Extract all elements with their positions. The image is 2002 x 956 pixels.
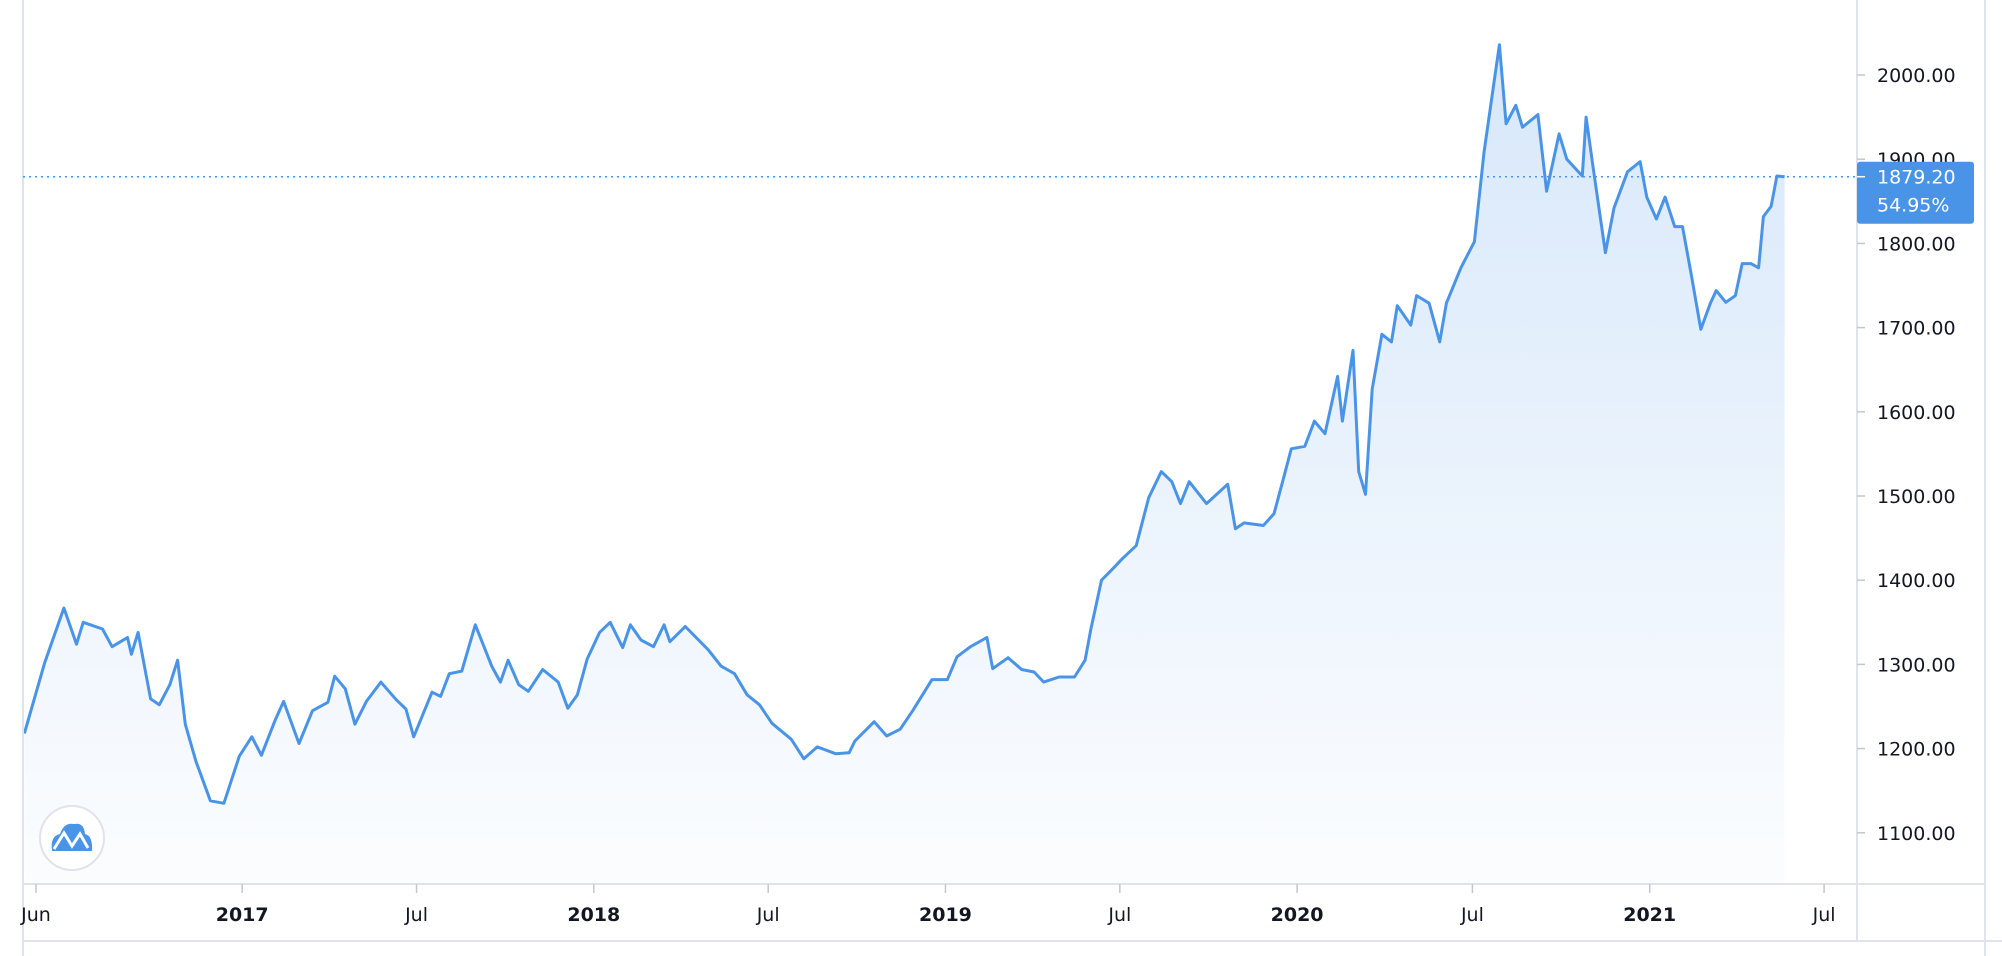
y-tick-label: 1800.00 xyxy=(1877,233,1956,255)
x-tick-label: Jul xyxy=(1107,904,1131,926)
price-axis[interactable]: 1100.00 1200.00 1300.00 1400.00 1500.00 1600.… xyxy=(1857,65,1956,845)
y-tick-label: 1400.00 xyxy=(1877,570,1956,592)
x-tick-label: Jul xyxy=(404,904,428,926)
y-tick-label: 1200.00 xyxy=(1877,739,1956,761)
cloud-chart-logo-icon xyxy=(51,823,93,851)
price-line xyxy=(22,43,1785,805)
y-tick-label: 1600.00 xyxy=(1877,402,1956,424)
x-tick-label: Jul xyxy=(1812,904,1836,926)
y-tick-label: 1100.00 xyxy=(1877,823,1956,845)
x-tick-label: 2019 xyxy=(919,904,972,926)
x-tick-label: 2021 xyxy=(1623,904,1676,926)
x-tick-label: Jul xyxy=(1460,904,1484,926)
x-tick-label: Jun xyxy=(20,904,51,926)
last-price-change: 54.95% xyxy=(1877,195,1949,217)
y-tick-label: 1700.00 xyxy=(1877,318,1956,340)
y-tick-label: 1300.00 xyxy=(1877,654,1956,676)
y-tick-label: 1500.00 xyxy=(1877,486,1956,508)
x-tick-label: 2017 xyxy=(216,904,269,926)
time-axis[interactable]: Jun 2017 Jul 2018 Jul 2019 Jul 2020 Jul 2021 Jul xyxy=(20,884,1836,926)
x-tick-label: 2018 xyxy=(567,904,620,926)
x-tick-label: 2020 xyxy=(1271,904,1324,926)
y-tick-label: 2000.00 xyxy=(1877,65,1956,87)
area-fill xyxy=(24,44,1785,884)
logo-button[interactable] xyxy=(39,805,105,871)
last-price-badge xyxy=(1857,161,1974,224)
last-price-value: 1879.20 xyxy=(1877,167,1956,189)
x-tick-label: Jul xyxy=(756,904,780,926)
